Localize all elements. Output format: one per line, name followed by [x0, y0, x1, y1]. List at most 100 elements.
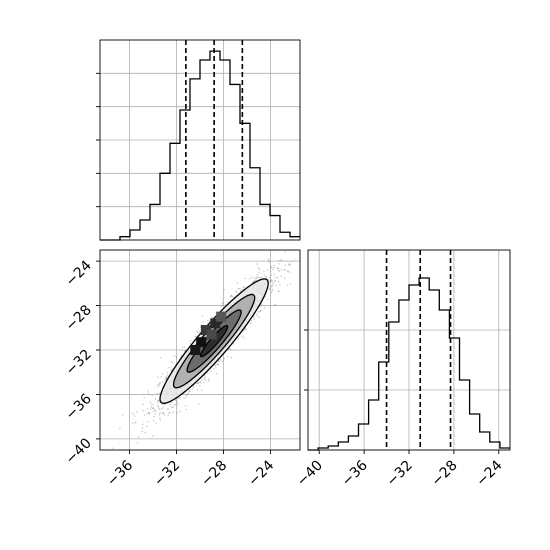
scatter-point: [196, 382, 198, 385]
scatter-point: [168, 366, 170, 369]
scatter-point: [163, 413, 166, 416]
scatter-point: [132, 422, 134, 425]
scatter-point: [173, 354, 175, 357]
scatter-point: [229, 348, 232, 350]
scatter-point: [230, 295, 233, 297]
scatter-point: [274, 279, 276, 282]
scatter-point: [205, 379, 207, 381]
axes-frame: [99, 249, 301, 451]
scatter-point: [196, 388, 199, 391]
histogram-x-panel: [96, 39, 301, 241]
scatter-point: [236, 282, 239, 284]
scatter-point: [289, 263, 291, 266]
scatter-point: [154, 409, 157, 412]
scatter-point: [260, 276, 263, 279]
scatter-point: [186, 394, 188, 396]
scatter-point: [166, 371, 169, 374]
scatter-point: [223, 357, 225, 360]
scatter-point: [157, 385, 160, 388]
scatter-point: [165, 376, 167, 379]
scatter-point: [156, 383, 159, 386]
scatter-point: [215, 363, 217, 366]
scatter-point: [219, 358, 222, 361]
grid-lines: [100, 250, 300, 450]
scatter-point: [206, 372, 209, 374]
scatter-point: [197, 402, 200, 405]
scatter-point: [176, 412, 178, 414]
scatter-point: [158, 392, 161, 395]
scatter-point: [216, 363, 219, 365]
scatter-point: [164, 378, 167, 381]
scatter-point: [189, 341, 191, 344]
scatter-point: [175, 356, 177, 358]
scatter-point: [152, 407, 154, 409]
scatter-point: [259, 309, 262, 312]
scatter-point: [176, 404, 178, 406]
scatter-point: [180, 354, 183, 357]
scatter-point: [280, 259, 283, 262]
y-tick-label: −32: [63, 347, 95, 379]
scatter-point: [245, 328, 247, 330]
scatter-point: [271, 280, 273, 283]
scatter-point: [187, 392, 189, 394]
scatter-point: [278, 263, 281, 265]
y-tick-label: −36: [63, 391, 95, 423]
y-tick-label: −40: [63, 435, 95, 467]
scatter-point: [272, 268, 274, 270]
scatter-point: [161, 412, 164, 414]
scatter-point: [184, 405, 187, 407]
scatter-point: [230, 294, 233, 297]
scatter-point: [170, 369, 172, 372]
scatter-point: [217, 360, 220, 362]
scatter-point: [150, 406, 153, 408]
scatter-point: [170, 360, 172, 363]
histogram-step-line: [100, 50, 300, 241]
scatter-point: [163, 403, 166, 406]
scatter-point: [277, 270, 280, 272]
scatter-point: [217, 364, 220, 366]
scatter-point: [176, 400, 178, 403]
scatter-point: [154, 398, 157, 400]
histogram-step-line: [308, 277, 510, 451]
scatter-point: [162, 412, 165, 414]
scatter-point: [203, 378, 206, 380]
scatter-point: [192, 386, 195, 388]
scatter-point: [158, 382, 161, 385]
scatter-point: [188, 390, 191, 392]
scatter-point: [269, 270, 272, 273]
scatter-point: [249, 277, 251, 280]
scatter-point: [171, 368, 174, 370]
scatter-point: [213, 367, 215, 370]
scatter-point: [141, 423, 144, 426]
scatter-point: [152, 403, 155, 406]
scatter-point: [170, 365, 172, 368]
scatter-point: [183, 346, 186, 348]
scatter-point: [152, 407, 155, 410]
scatter-point: [208, 320, 210, 323]
scatter-point: [221, 303, 224, 305]
scatter-point: [267, 298, 269, 301]
scatter-point: [159, 408, 161, 411]
scatter-point: [198, 331, 201, 333]
scatter-point: [232, 296, 234, 298]
scatter-point: [142, 410, 145, 412]
scatter-point: [152, 407, 155, 409]
scatter-point: [280, 275, 283, 277]
scatter-point: [218, 360, 221, 362]
scatter-point: [274, 303, 277, 306]
scatter-point: [271, 279, 273, 281]
scatter-point: [185, 396, 187, 399]
x-tick-label: −24: [245, 457, 277, 489]
scatter-point: [277, 290, 280, 293]
scatter-point: [170, 405, 172, 408]
scatter-point: [162, 381, 164, 383]
scatter-point: [169, 411, 171, 414]
scatter-point: [166, 408, 168, 410]
scatter-point: [286, 270, 289, 272]
scatter-point: [161, 412, 164, 414]
scatter-point: [258, 316, 261, 319]
scatter-point: [196, 382, 199, 384]
x-tick-label: −40: [294, 458, 326, 490]
scatter-point: [176, 356, 178, 358]
scatter-point: [201, 389, 203, 392]
